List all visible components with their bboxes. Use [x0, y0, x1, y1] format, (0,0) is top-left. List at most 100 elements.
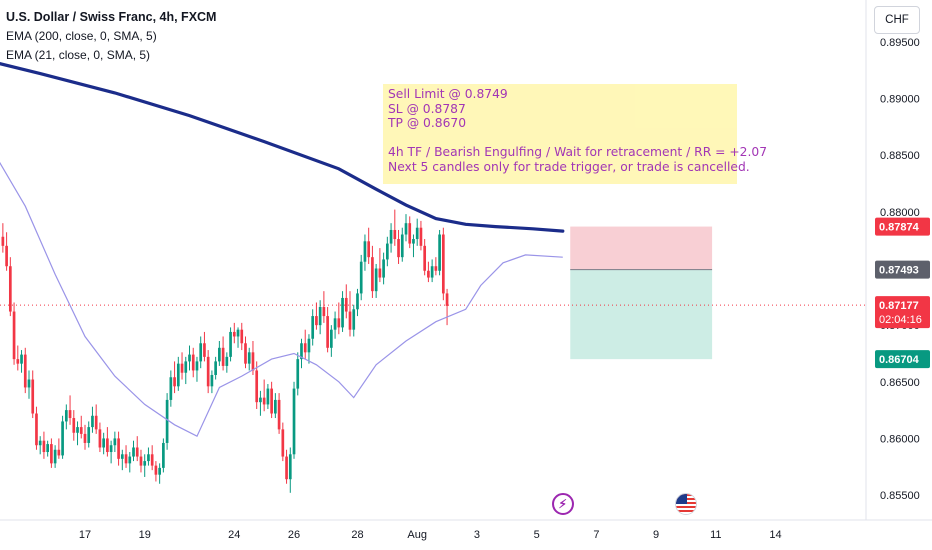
candle	[53, 445, 57, 468]
candle-body	[27, 379, 31, 388]
candle	[430, 259, 434, 283]
candle-body	[356, 293, 359, 310]
candle-body	[31, 379, 35, 414]
candle-body	[229, 331, 232, 357]
trade-zones	[0, 226, 866, 360]
candle	[35, 406, 38, 450]
candle-body	[120, 454, 124, 459]
y-tick-label: 0.89500	[880, 37, 920, 49]
candle-body	[225, 356, 229, 366]
current-price-label: 0.87177	[879, 300, 919, 312]
candle	[158, 463, 161, 484]
candle	[218, 341, 221, 366]
symbol-title[interactable]: U.S. Dollar / Swiss Franc, 4h, FXCM	[6, 10, 217, 24]
candle-body	[337, 318, 341, 328]
candle	[150, 445, 154, 471]
candle-body	[42, 440, 46, 453]
candle-body	[232, 331, 236, 337]
candle	[393, 209, 397, 246]
candle	[374, 263, 378, 298]
candle	[229, 327, 232, 362]
candle-body	[427, 270, 430, 278]
candle-body	[330, 329, 333, 348]
candle-body	[87, 427, 91, 443]
note-line: TP @ 0.8670	[388, 116, 467, 131]
candle-body	[288, 454, 292, 480]
candle	[91, 406, 94, 433]
candle-body	[191, 354, 195, 371]
candle-body	[180, 363, 184, 373]
indicator-ema21[interactable]: EMA (21, close, 0, SMA, 5)	[6, 48, 151, 62]
lightning-icon[interactable]: ⚡︎	[551, 493, 574, 515]
candle-body	[415, 227, 419, 240]
candle-body	[61, 421, 64, 456]
stop-loss-zone	[570, 226, 713, 270]
candle-body	[117, 438, 120, 459]
indicator-ema200[interactable]: EMA (200, close, 0, SMA, 5)	[6, 29, 157, 43]
x-tick-label: 28	[351, 529, 363, 541]
candle-body	[94, 415, 98, 430]
candle	[356, 288, 359, 317]
candle	[31, 370, 35, 419]
candle	[274, 393, 277, 419]
x-tick-label: 14	[769, 529, 781, 541]
candle-body	[23, 354, 27, 388]
candle	[445, 288, 449, 326]
candle-body	[147, 454, 150, 462]
y-tick-label: 0.88500	[880, 150, 920, 162]
candle-body	[221, 347, 225, 366]
candle	[277, 393, 281, 434]
candle	[292, 381, 296, 459]
candle-body	[195, 361, 199, 371]
candle	[214, 356, 217, 380]
candles	[1, 209, 449, 493]
candle	[76, 421, 79, 446]
candle	[427, 261, 430, 283]
candle	[389, 223, 393, 253]
candle-body	[341, 297, 344, 328]
currency-button[interactable]: CHF	[874, 6, 920, 34]
candle-body	[300, 343, 303, 360]
candle-body	[367, 241, 371, 258]
candle-body	[20, 354, 23, 364]
candle-body	[359, 261, 363, 294]
candle	[415, 218, 419, 246]
note-line: Next 5 candles only for trade trigger, o…	[388, 159, 750, 174]
trade-note[interactable]: Sell Limit @ 0.8749 SL @ 0.8787 TP @ 0.8…	[383, 84, 767, 184]
candle-body	[423, 245, 427, 271]
candle-body	[270, 388, 273, 414]
current-price-label-countdown: 02:04:16	[879, 314, 922, 326]
candle-body	[106, 438, 109, 453]
candle-body	[91, 415, 94, 428]
candle	[169, 370, 173, 407]
candle	[42, 431, 46, 459]
candle-body	[162, 442, 165, 468]
candle	[434, 257, 438, 276]
candle	[83, 424, 87, 450]
candle	[12, 302, 16, 365]
candle-body	[445, 293, 449, 306]
candle	[400, 227, 404, 262]
us-flag-icon[interactable]	[674, 493, 697, 515]
candle	[419, 220, 423, 251]
candle-body	[430, 266, 434, 278]
candle	[315, 302, 318, 330]
ema200-line	[0, 62, 565, 233]
x-tick-label: 26	[288, 529, 300, 541]
candle	[132, 440, 135, 462]
candle	[135, 436, 139, 462]
candle	[203, 331, 206, 362]
candle	[307, 334, 311, 364]
candle-body	[255, 370, 259, 403]
candle-body	[169, 377, 173, 400]
candle-body	[132, 447, 135, 457]
candle	[288, 447, 292, 493]
candle	[199, 336, 203, 369]
candle	[195, 356, 199, 382]
candle	[165, 393, 169, 450]
candle-body	[184, 361, 188, 373]
x-tick-label: 3	[474, 529, 480, 541]
candle-body	[135, 447, 139, 457]
candle-body	[408, 223, 412, 244]
